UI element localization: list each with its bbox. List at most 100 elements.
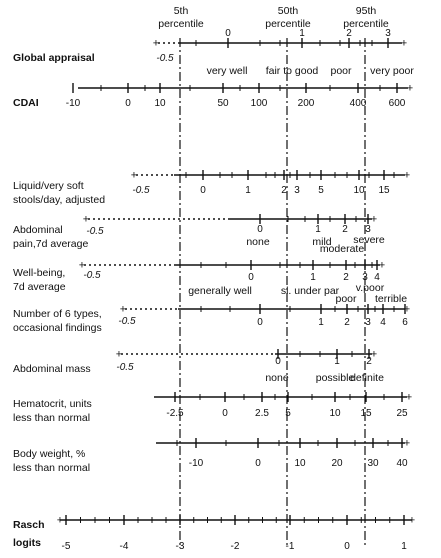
category-label: terrible bbox=[375, 293, 407, 305]
row-label-abdominal-pain: Abdominal bbox=[13, 224, 63, 236]
start-value-label: -0.5 bbox=[116, 362, 134, 373]
tick-label: 25 bbox=[396, 408, 408, 419]
tick-label: 0 bbox=[255, 458, 261, 469]
axis-plus-marker: + bbox=[404, 304, 410, 316]
percentile-label: 50th bbox=[278, 5, 299, 17]
tick-label: 4 bbox=[374, 272, 380, 283]
tick-label: 15 bbox=[360, 408, 372, 419]
axis-plus-marker: + bbox=[401, 38, 407, 50]
tick-label: 1 bbox=[315, 224, 321, 235]
category-label: severe bbox=[353, 234, 385, 246]
category-label: fair to good bbox=[266, 65, 319, 77]
start-value-label: -0.5 bbox=[83, 270, 101, 281]
tick-label: 3 bbox=[365, 224, 371, 235]
category-label: none bbox=[265, 372, 289, 384]
rasch-tick-label: -1 bbox=[286, 541, 295, 552]
tick-label: 1 bbox=[299, 28, 305, 39]
tick-label: 2 bbox=[342, 224, 348, 235]
category-label: sl. under par bbox=[281, 285, 340, 297]
row-label-liquid-stools: Liquid/very soft bbox=[13, 180, 84, 192]
row-label-abdominal-pain: pain,7d average bbox=[13, 238, 88, 250]
tick-label: 15 bbox=[378, 185, 390, 196]
tick-label: 400 bbox=[350, 98, 367, 109]
tick-label: 1 bbox=[334, 356, 340, 367]
tick-label: 0 bbox=[225, 28, 231, 39]
category-label: possible bbox=[316, 372, 355, 384]
row-label-cdai: CDAI bbox=[13, 97, 39, 109]
rasch-tick-label: -2 bbox=[231, 541, 240, 552]
category-label: poor bbox=[330, 65, 352, 77]
tick-label: 1 bbox=[310, 272, 316, 283]
rasch-tick-label: -4 bbox=[120, 541, 129, 552]
tick-label: 0 bbox=[257, 224, 263, 235]
rasch-tick-label: -3 bbox=[176, 541, 185, 552]
tick-label: 0 bbox=[275, 356, 281, 367]
category-label: moderate bbox=[320, 243, 365, 255]
axis-plus-marker: + bbox=[407, 83, 413, 95]
tick-label: 30 bbox=[367, 458, 379, 469]
percentile-label: 95th bbox=[356, 5, 377, 17]
axis-plus-marker: + bbox=[116, 349, 122, 361]
tick-label: 5 bbox=[285, 408, 291, 419]
tick-label: 1 bbox=[245, 185, 251, 196]
tick-label: 3 bbox=[385, 28, 391, 39]
axis-plus-marker: + bbox=[379, 260, 385, 272]
rasch-tick-label: -5 bbox=[62, 541, 71, 552]
tick-label: 1 bbox=[318, 317, 324, 328]
axis-plus-marker: + bbox=[404, 438, 410, 450]
row-label-occasional-findings: occasional findings bbox=[13, 322, 102, 334]
axis-plus-marker: + bbox=[83, 214, 89, 226]
tick-label: 3 bbox=[362, 272, 368, 283]
category-label: very well bbox=[207, 65, 248, 77]
tick-label: 0 bbox=[125, 98, 131, 109]
axis-plus-marker: + bbox=[57, 515, 63, 527]
row-label-abdominal-mass: Abdominal mass bbox=[13, 363, 91, 375]
category-label: v.poor bbox=[356, 282, 385, 294]
axis-plus-marker: + bbox=[131, 170, 137, 182]
row-label-hematocrit: Hematocrit, units bbox=[13, 398, 92, 410]
tick-label: -10 bbox=[66, 98, 81, 109]
axis-plus-marker: + bbox=[79, 260, 85, 272]
tick-label: 0 bbox=[248, 272, 254, 283]
tick-label: 10 bbox=[294, 458, 306, 469]
row-label-body-weight: less than normal bbox=[13, 462, 90, 474]
tick-label: 40 bbox=[396, 458, 408, 469]
percentile-label: 5th bbox=[174, 5, 189, 17]
percentile-label: percentile bbox=[343, 18, 389, 30]
rasch-tick-label: 0 bbox=[344, 541, 350, 552]
tick-label: 10 bbox=[353, 185, 365, 196]
tick-label: 3 bbox=[294, 185, 300, 196]
axis-plus-marker: + bbox=[409, 515, 415, 527]
axis-plus-marker: + bbox=[153, 38, 159, 50]
tick-label: 4 bbox=[380, 317, 386, 328]
rasch-tick-label: 1 bbox=[401, 541, 407, 552]
category-label: generally well bbox=[188, 285, 252, 297]
row-label-occasional-findings: Number of 6 types, bbox=[13, 308, 102, 320]
category-label: poor bbox=[335, 293, 357, 305]
category-label: mild bbox=[312, 236, 331, 248]
percentile-label: percentile bbox=[158, 18, 204, 30]
tick-label: 10 bbox=[329, 408, 341, 419]
tick-label: 2 bbox=[346, 28, 352, 39]
tick-label: 6 bbox=[402, 317, 408, 328]
tick-label: 10 bbox=[154, 98, 166, 109]
category-label: definite bbox=[350, 372, 384, 384]
tick-label: 100 bbox=[251, 98, 268, 109]
tick-label: 200 bbox=[298, 98, 315, 109]
row-label-body-weight: Body weight, % bbox=[13, 448, 85, 460]
row-label-hematocrit: less than normal bbox=[13, 412, 90, 424]
tick-label: -10 bbox=[189, 458, 204, 469]
axis-plus-marker: + bbox=[120, 304, 126, 316]
axis-plus-marker: + bbox=[404, 170, 410, 182]
tick-label: 50 bbox=[217, 98, 229, 109]
tick-label: 0 bbox=[222, 408, 228, 419]
tick-label: 2 bbox=[366, 356, 372, 367]
tick-label: 2 bbox=[343, 272, 349, 283]
tick-label: 0 bbox=[200, 185, 206, 196]
category-label: none bbox=[246, 236, 270, 248]
tick-label: -2.5 bbox=[166, 408, 184, 419]
start-value-label: -0.5 bbox=[132, 185, 150, 196]
category-label: very poor bbox=[370, 65, 414, 77]
percentile-label: percentile bbox=[265, 18, 311, 30]
row-label-well-being: 7d average bbox=[13, 281, 66, 293]
